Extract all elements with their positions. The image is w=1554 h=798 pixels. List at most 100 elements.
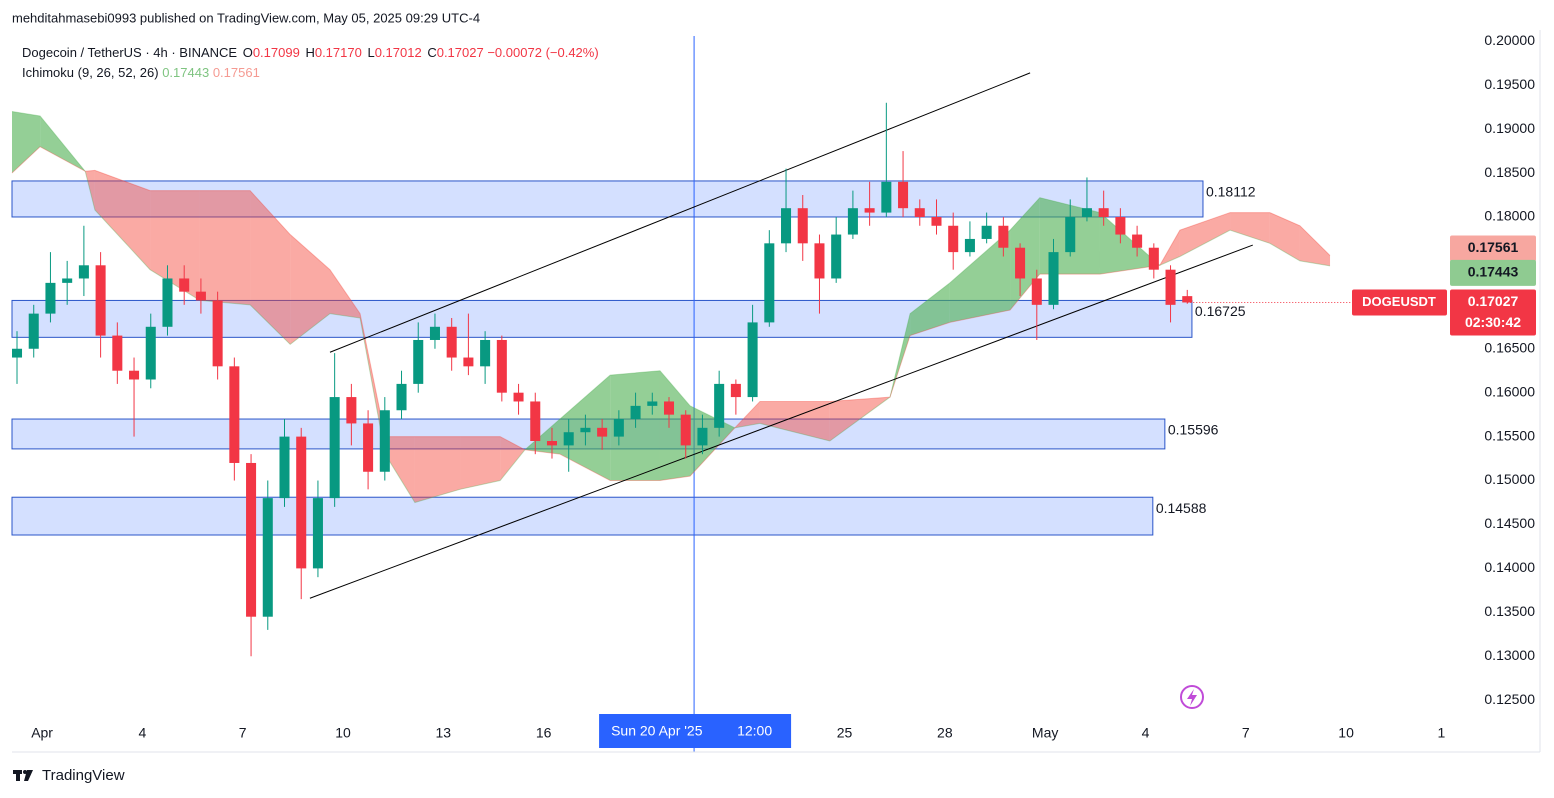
cloud-segment — [199, 190, 251, 305]
x-tick-label: May — [1032, 725, 1058, 741]
candle-body — [964, 238, 975, 253]
candle-body — [162, 278, 173, 327]
y-tick-label: 0.12500 — [1484, 691, 1535, 707]
span-box — [1450, 259, 1536, 286]
x-tick-label: 25 — [837, 725, 853, 741]
candle-body — [1065, 216, 1076, 253]
candle-body — [446, 326, 457, 358]
y-tick-label: 0.14000 — [1484, 559, 1535, 575]
cloud-segment — [40, 115, 86, 172]
legend-key: O — [243, 45, 253, 60]
candle-body — [95, 265, 106, 336]
x-tick-label: 10 — [1338, 725, 1354, 741]
support-zone — [11, 299, 1193, 338]
brand: TradingView — [42, 767, 125, 784]
candle-body — [229, 366, 240, 463]
candle-body — [1148, 247, 1159, 270]
cloud-segment — [360, 313, 386, 455]
cloud-segment — [1099, 212, 1160, 275]
legend-value: 0.17170 — [315, 45, 362, 60]
candle-body — [129, 370, 140, 380]
candle-body — [12, 348, 23, 358]
candle-body — [279, 436, 290, 499]
candle-body — [429, 326, 440, 340]
candle-body — [881, 181, 892, 213]
cloud-segment — [1269, 212, 1300, 261]
y-tick-label: 0.13500 — [1484, 603, 1535, 619]
overlay-layer: 0.12500 0.13000 0.13500 0.14000 0.14500 0.150… — [31, 32, 1536, 748]
cloud-segment — [610, 370, 660, 481]
y-tick-label: 0.13000 — [1484, 647, 1535, 663]
zone-label: 0.16725 — [1195, 303, 1246, 319]
y-tick-label: 0.16000 — [1484, 383, 1535, 399]
candle-body — [246, 462, 257, 617]
candle-body — [998, 225, 1009, 248]
legend-value: 0.17099 — [253, 45, 300, 60]
y-tick-label: 0.20000 — [1484, 32, 1535, 48]
zone-label: 0.18112 — [1206, 184, 1256, 200]
y-tick-label: 0.16500 — [1484, 339, 1535, 355]
support-zone — [11, 180, 1204, 218]
span-value-label: 0.17443 — [1468, 264, 1519, 280]
candle-body — [580, 427, 591, 433]
zone-label: 0.15596 — [1168, 422, 1219, 438]
indicator-legend: Ichimoku (9, 26, 52, 26) 0.17443 0.17561 — [22, 65, 260, 80]
cloud-segment — [890, 313, 911, 398]
x-tick-label: Apr — [31, 725, 53, 741]
candle-body — [981, 225, 992, 239]
y-tick-label: 0.15500 — [1484, 427, 1535, 443]
cloud-segment — [12, 111, 41, 174]
trendline — [329, 72, 1031, 353]
candle-body — [296, 436, 307, 569]
y-tick-label: 0.15000 — [1484, 471, 1535, 487]
candle-body — [563, 432, 574, 446]
candle-body — [346, 397, 357, 424]
lightning-icon — [1180, 685, 1204, 709]
candle-body — [764, 243, 775, 323]
legend-change-pct: (−0.42%) — [546, 45, 599, 60]
candle-body — [1115, 216, 1126, 235]
y-tick-label: 0.19000 — [1484, 120, 1535, 136]
candle-body — [1015, 247, 1026, 279]
cloud-segment — [414, 436, 461, 503]
x-tick-label: 10 — [335, 725, 351, 741]
countdown: 02:30:42 — [1465, 314, 1521, 330]
cloud-segment — [385, 436, 415, 503]
price-box — [1450, 289, 1536, 336]
candle-body — [1031, 278, 1042, 305]
candle-body — [145, 326, 156, 380]
cloud-segment — [949, 230, 1011, 323]
y-tick-label: 0.18000 — [1484, 208, 1535, 224]
main-layer — [12, 72, 1253, 657]
candle-body — [630, 405, 641, 420]
span-box — [1450, 235, 1536, 262]
candle-body — [1182, 296, 1193, 303]
cloud-segment — [659, 370, 691, 481]
candle-body — [546, 441, 557, 446]
candle-body — [781, 208, 792, 244]
legend-key: H — [305, 45, 314, 60]
x-tick-label: 28 — [937, 725, 953, 741]
indicator-value: 0.17561 — [213, 65, 260, 80]
candle-body — [864, 208, 875, 213]
support-zone — [11, 496, 1154, 536]
x-tick-label: 7 — [1242, 725, 1250, 741]
x-tick-label: 13 — [436, 725, 452, 741]
legend-key: C — [427, 45, 436, 60]
trendline — [309, 244, 1253, 599]
candle-body — [78, 265, 89, 279]
cloud-segment — [94, 170, 151, 270]
indicator-name: Ichimoku (9, 26, 52, 26) — [22, 65, 159, 80]
candle-body — [914, 208, 925, 217]
cloud-edge — [11, 111, 1331, 504]
attribution: mehditahmasebi0993 published on TradingV… — [12, 10, 480, 25]
candle-body — [1165, 269, 1176, 305]
candle-body — [513, 392, 524, 402]
candle-body — [948, 225, 959, 253]
candle-body — [496, 339, 507, 393]
candle-body — [831, 234, 842, 279]
legend-value: 0.17012 — [375, 45, 422, 60]
crosshair-time: 12:00 — [737, 723, 772, 739]
